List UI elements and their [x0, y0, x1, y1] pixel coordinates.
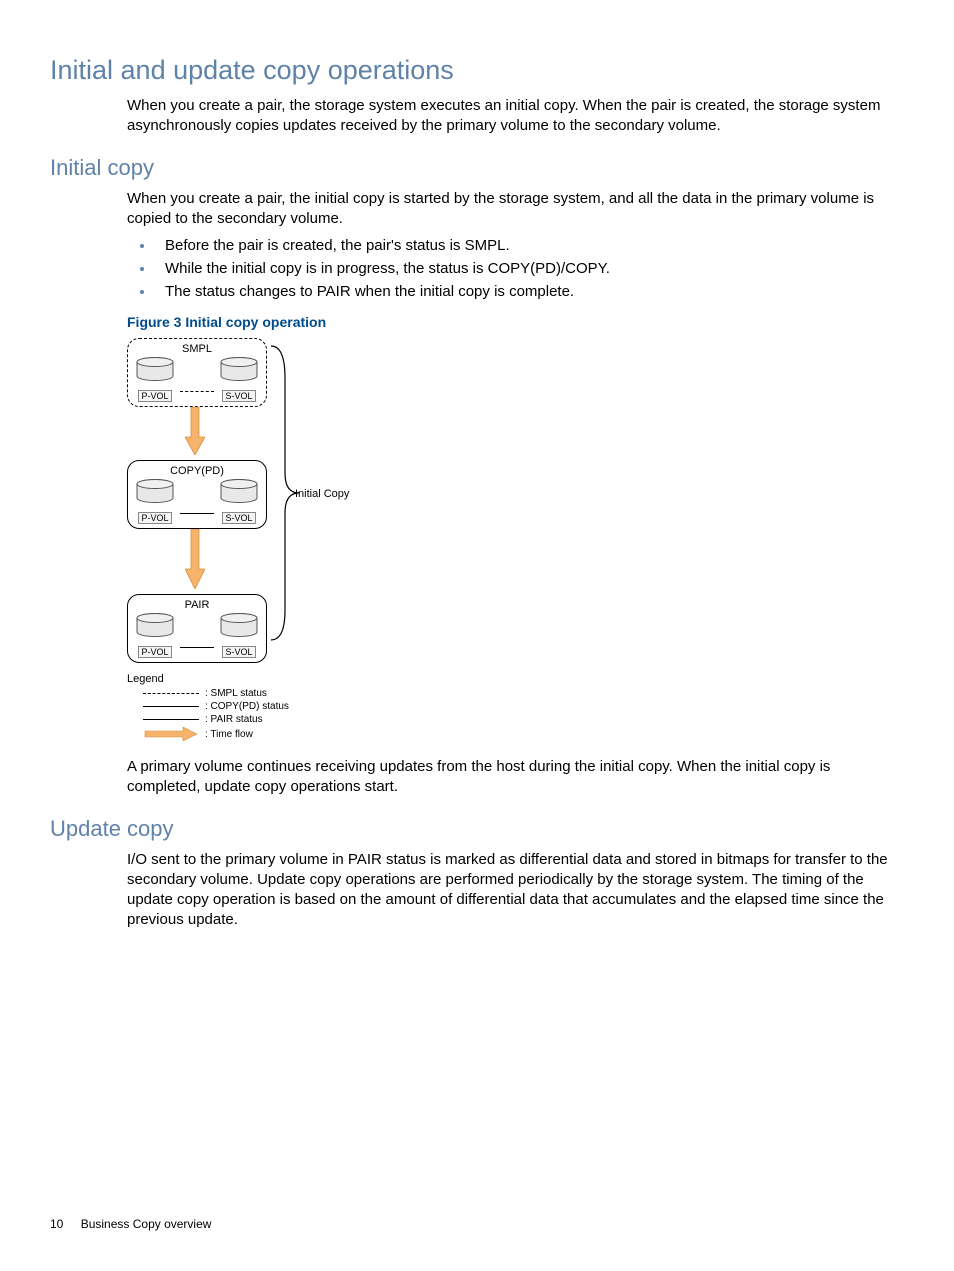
cylinder-icon: [219, 479, 259, 503]
legend-row: : SMPL status: [127, 688, 327, 699]
page-number: 10: [50, 1217, 63, 1231]
arrow-icon: [143, 727, 199, 741]
vol-label: P-VOL: [138, 390, 171, 402]
legend-label: : Time flow: [205, 729, 253, 740]
initial-copy-bullets: Before the pair is created, the pair's s…: [127, 237, 904, 300]
connector-line: [180, 513, 214, 514]
legend-line-dash: [143, 689, 199, 699]
vol-p: P-VOL: [132, 613, 178, 660]
brace-label: Initial Copy: [295, 488, 349, 500]
legend-line-solid: [143, 702, 199, 712]
state-box-copy: COPY(PD) P-VOL: [127, 460, 267, 529]
bullet-text: Before the pair is created, the pair's s…: [165, 237, 510, 254]
legend: Legend : SMPL status : COPY(PD) status :…: [127, 673, 327, 741]
connector-line: [180, 647, 214, 648]
cylinder-icon: [219, 613, 259, 637]
vol-label: S-VOL: [222, 512, 255, 524]
section-initial-copy-title: Initial copy: [50, 155, 904, 181]
state-label: PAIR: [132, 599, 262, 611]
legend-label: : PAIR status: [205, 714, 263, 725]
vol-label: S-VOL: [222, 646, 255, 658]
figure-caption: Figure 3 Initial copy operation: [127, 314, 904, 330]
list-item: Before the pair is created, the pair's s…: [155, 237, 904, 254]
initial-copy-para: When you create a pair, the initial copy…: [127, 189, 904, 230]
cylinder-icon: [135, 357, 175, 381]
footer-section: Business Copy overview: [81, 1217, 212, 1231]
initial-copy-after: A primary volume continues receiving upd…: [127, 757, 904, 798]
legend-row: : Time flow: [127, 727, 327, 741]
bullet-text: While the initial copy is in progress, t…: [165, 260, 610, 277]
cylinder-icon: [135, 613, 175, 637]
legend-line-solid: [143, 715, 199, 725]
list-item: While the initial copy is in progress, t…: [155, 260, 904, 277]
vol-s: S-VOL: [216, 613, 262, 660]
legend-row: : PAIR status: [127, 714, 327, 725]
vol-label: S-VOL: [222, 390, 255, 402]
vol-s: S-VOL: [216, 357, 262, 404]
update-copy-para: I/O sent to the primary volume in PAIR s…: [127, 850, 904, 931]
figure-diagram: Initial Copy SMPL P-VOL: [127, 338, 904, 741]
cylinder-icon: [219, 357, 259, 381]
state-box-pair: PAIR P-VOL: [127, 594, 267, 663]
state-box-smpl: SMPL P-VOL: [127, 338, 267, 407]
section-update-copy-title: Update copy: [50, 816, 904, 842]
vol-p: P-VOL: [132, 479, 178, 526]
vol-label: P-VOL: [138, 512, 171, 524]
intro-text: When you create a pair, the storage syst…: [127, 96, 904, 137]
vol-s: S-VOL: [216, 479, 262, 526]
vol-label: P-VOL: [138, 646, 171, 658]
page-title: Initial and update copy operations: [50, 55, 904, 86]
legend-title: Legend: [127, 673, 327, 685]
legend-row: : COPY(PD) status: [127, 701, 327, 712]
state-label: COPY(PD): [132, 465, 262, 477]
vol-p: P-VOL: [132, 357, 178, 404]
arrow-down-icon: [185, 407, 205, 455]
state-label: SMPL: [132, 343, 262, 355]
legend-label: : SMPL status: [205, 688, 267, 699]
footer: 10 Business Copy overview: [50, 1217, 211, 1231]
bullet-text: The status changes to PAIR when the init…: [165, 283, 574, 300]
list-item: The status changes to PAIR when the init…: [155, 283, 904, 300]
connector-line: [180, 391, 214, 392]
arrow-down-icon: [185, 529, 205, 589]
legend-label: : COPY(PD) status: [205, 701, 289, 712]
cylinder-icon: [135, 479, 175, 503]
